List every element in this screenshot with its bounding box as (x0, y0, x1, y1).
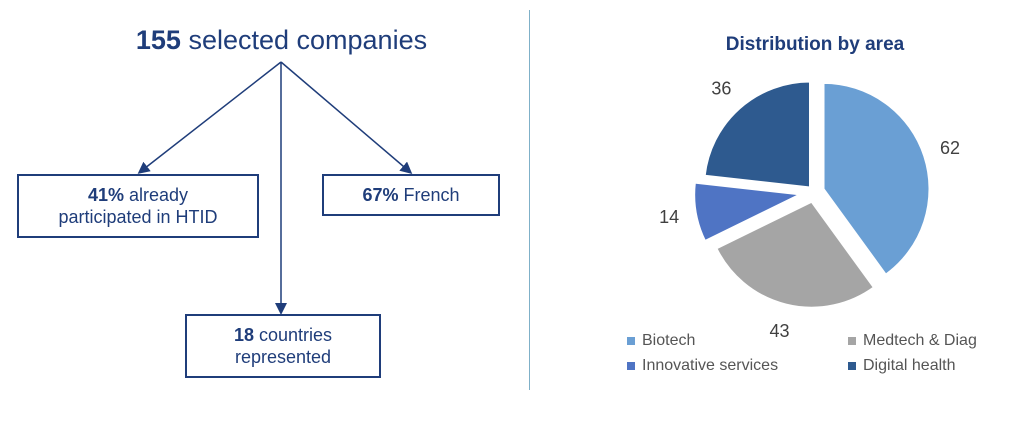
countries-text-2: represented (234, 347, 332, 367)
pie-slice-digital-health (703, 80, 811, 189)
headline-number: 155 (135, 25, 181, 55)
legend-label-biotech: Biotech (642, 332, 696, 349)
chart-title: Distribution by area (725, 34, 905, 55)
pie-slice-innovative-services (693, 181, 804, 243)
distribution-panel: Distribution by area 62 43 14 36 Biotech Med… (531, 0, 1024, 429)
history-text-2: participated in HTID (58, 207, 218, 227)
flow-arrows (137, 61, 413, 315)
pie-slice-biotech (822, 81, 931, 277)
pie-slice-medtech-diag (715, 200, 876, 309)
legend-item-medtech-diag: Medtech & Diag (848, 332, 977, 350)
history-text-1: already (123, 185, 189, 205)
history-number: 41% (87, 185, 124, 205)
countries-box: 18 countries represented (185, 314, 381, 378)
data-label-digital-health: 36 (711, 78, 731, 98)
arrow-to-french (280, 61, 413, 174)
legend-swatch-biotech (627, 337, 635, 345)
legend-label-medtech-diag: Medtech & Diag (863, 332, 977, 349)
headline: 155 selected companies (0, 25, 563, 56)
countries-text-1: countries (253, 325, 333, 345)
data-label-medtech-diag: 43 (770, 321, 790, 341)
french-number: 67% (362, 185, 399, 205)
french-box: 67% French (322, 174, 500, 216)
headline-text: selected companies (180, 25, 428, 55)
data-label-innovative-services: 14 (659, 207, 679, 227)
arrow-to-history (137, 61, 282, 174)
legend-item-innovative-services: Innovative services (627, 357, 778, 375)
legend-label-digital-health: Digital health (863, 357, 956, 374)
data-label-biotech: 62 (940, 138, 960, 158)
legend-item-digital-health: Digital health (848, 357, 956, 375)
countries-number: 18 (233, 325, 254, 345)
history-box: 41% already participated in HTID (17, 174, 259, 238)
legend-swatch-medtech-diag (848, 337, 856, 345)
legend-swatch-innovative-services (627, 362, 635, 370)
legend-swatch-digital-health (848, 362, 856, 370)
legend-label-innovative-services: Innovative services (642, 357, 779, 374)
summary-panel: 155 selected companies 41% already parti… (17, 25, 500, 378)
french-text: French (398, 185, 460, 205)
panel-divider (529, 10, 530, 390)
pie-chart: 62 43 14 36 (659, 78, 960, 341)
legend-item-biotech: Biotech (627, 332, 695, 350)
